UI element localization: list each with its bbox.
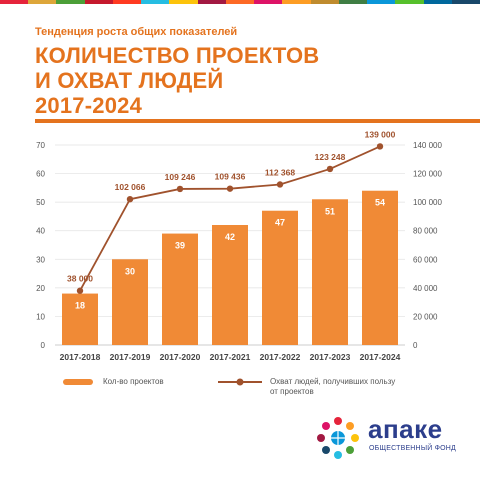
line-value-label: 123 248	[315, 152, 346, 162]
y-right-tick-label: 140 000	[413, 141, 442, 150]
x-tick-label: 2017-2021	[210, 352, 251, 362]
line-value-label: 38 000	[67, 274, 93, 284]
bar	[162, 233, 198, 345]
line-point	[76, 287, 84, 294]
title-line-3: 2017-2024	[35, 93, 143, 118]
header-divider	[35, 119, 480, 123]
y-left-tick-label: 30	[36, 255, 45, 264]
x-tick-label: 2017-2018	[60, 352, 101, 362]
title-line-1: КОЛИЧЕСТВО ПРОЕКТОВ	[35, 43, 320, 68]
bar	[212, 225, 248, 345]
legend-line-swatch	[218, 378, 262, 386]
brand-subtitle: ОБЩЕСТВЕННЫЙ ФОНД	[369, 445, 456, 452]
x-tick-label: 2017-2024	[360, 352, 401, 362]
y-right-tick-label: 60 000	[413, 255, 438, 264]
bar-value-label: 18	[75, 301, 85, 311]
line-point	[276, 181, 284, 188]
bar-value-label: 42	[225, 232, 235, 242]
legend-bar-label: Кол-во проектов	[103, 377, 164, 386]
bar	[362, 190, 398, 345]
brand-name: апаке	[368, 414, 443, 444]
bar	[312, 199, 348, 345]
y-right-tick-label: 80 000	[413, 227, 438, 236]
bar	[112, 259, 148, 345]
legend-line-label-2: от проектов	[270, 387, 314, 396]
x-tick-label: 2017-2019	[110, 352, 151, 362]
legend-bar-swatch	[63, 379, 93, 385]
bar-value-label: 39	[175, 241, 185, 251]
y-right-tick-label: 120 000	[413, 170, 442, 179]
bar	[262, 210, 298, 345]
y-right-tick-label: 0	[413, 341, 418, 350]
y-right-tick-label: 20 000	[413, 312, 438, 321]
line-value-label: 139 000	[365, 129, 396, 139]
y-left-tick-label: 70	[36, 141, 45, 150]
page-title: КОЛИЧЕСТВО ПРОЕКТОВ И ОХВАТ ЛЮДЕЙ 2017-2…	[35, 43, 455, 118]
bar-value-label: 47	[275, 218, 285, 228]
x-tick-label: 2017-2020	[160, 352, 201, 362]
y-left-tick-label: 60	[36, 170, 45, 179]
bar	[62, 293, 98, 345]
apake-logo-icon	[317, 417, 359, 459]
line-point	[226, 185, 234, 192]
line-point	[176, 185, 184, 193]
line-point	[126, 195, 134, 203]
line-value-label: 112 368	[265, 167, 296, 177]
legend-line-label: Охват людей, получивших пользу от проект…	[270, 377, 395, 397]
y-left-tick-label: 10	[36, 312, 45, 321]
legend-line-label-1: Охват людей, получивших пользу	[270, 377, 396, 386]
line-value-label: 109 436	[215, 172, 246, 182]
bar-value-label: 54	[375, 198, 385, 208]
line-point	[326, 165, 334, 173]
line-value-label: 102 066	[115, 182, 146, 192]
y-left-tick-label: 40	[36, 227, 45, 236]
y-left-tick-label: 0	[41, 341, 46, 350]
title-line-2: И ОХВАТ ЛЮДЕЙ	[35, 68, 224, 93]
bar-value-label: 51	[325, 206, 335, 216]
line-value-label: 109 246	[165, 172, 196, 182]
header-subtitle: Тенденция роста общих показателей	[35, 26, 238, 38]
bar-value-label: 30	[125, 266, 135, 276]
y-right-tick-label: 40 000	[413, 284, 438, 293]
y-right-tick-label: 100 000	[413, 198, 442, 207]
x-tick-label: 2017-2023	[310, 352, 351, 362]
y-left-tick-label: 50	[36, 198, 45, 207]
line-point	[376, 143, 384, 150]
y-left-tick-label: 20	[36, 284, 45, 293]
x-tick-label: 2017-2022	[260, 352, 301, 362]
color-stripe	[0, 0, 480, 4]
